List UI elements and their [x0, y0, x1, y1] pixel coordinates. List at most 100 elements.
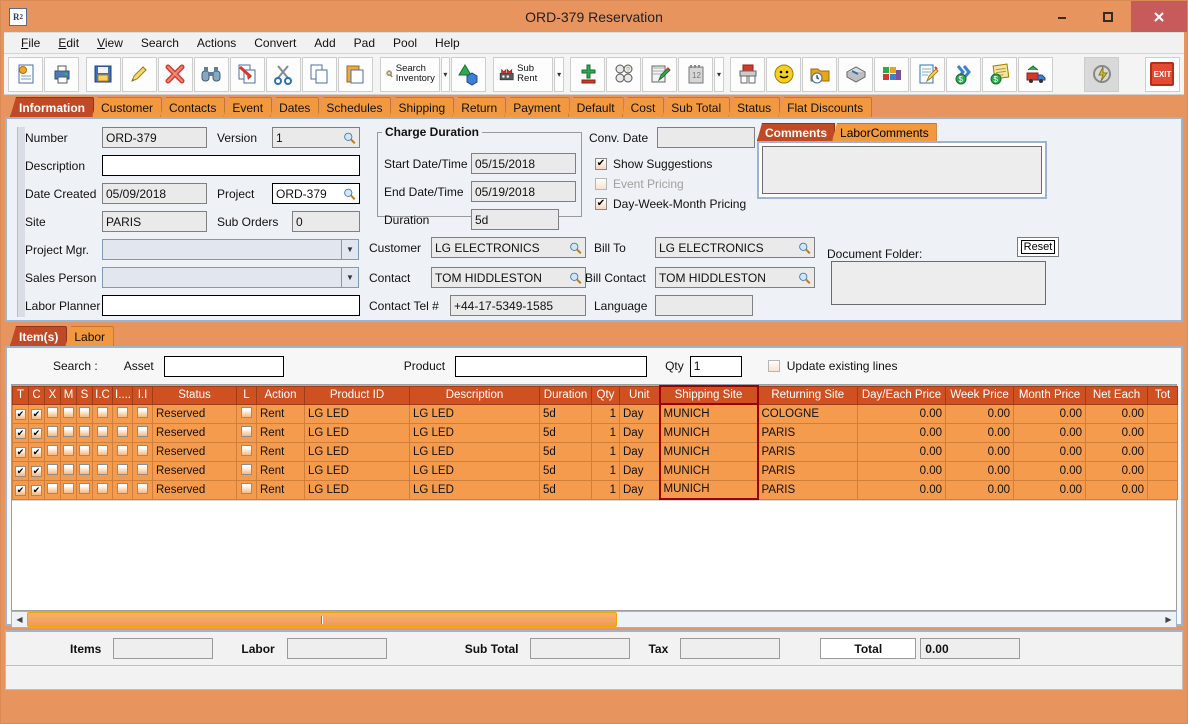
row-checkbox[interactable] [79, 444, 90, 456]
cell-status[interactable]: Reserved [152, 479, 237, 500]
report-edit-button[interactable] [910, 56, 946, 92]
cell-duration[interactable]: 5d [539, 441, 592, 462]
comments-textarea[interactable] [762, 146, 1042, 194]
cell-qty[interactable]: 1 [591, 422, 620, 443]
menu-pad[interactable]: Pad [353, 36, 376, 50]
row-checkbox[interactable] [241, 444, 252, 456]
row-checkbox[interactable] [97, 444, 108, 456]
new-document-button[interactable] [8, 56, 43, 92]
cut-scissors-button[interactable] [265, 56, 301, 92]
tab-schedules[interactable]: Schedules [317, 97, 392, 117]
truck-button[interactable] [1018, 56, 1054, 92]
cell-checkbox-s[interactable] [76, 479, 93, 500]
print-layout-button[interactable] [730, 56, 766, 92]
save-button[interactable] [85, 56, 121, 92]
menu-view[interactable]: View [97, 36, 123, 50]
cell-qty[interactable]: 1 [591, 441, 620, 462]
menu-edit[interactable]: Edit [58, 36, 80, 50]
row-checkbox[interactable]: ✔ [31, 427, 42, 439]
cell-checkbox-l[interactable] [236, 479, 257, 500]
row-checkbox[interactable]: ✔ [15, 408, 26, 420]
cell-checkbox-t[interactable]: ✔ [12, 479, 29, 500]
tab-flat-discounts[interactable]: Flat Discounts [778, 97, 873, 117]
cell-qty[interactable]: 1 [591, 460, 620, 481]
cell-checkbox-ii[interactable] [132, 460, 153, 481]
row-checkbox[interactable] [241, 406, 252, 418]
row-checkbox[interactable] [241, 463, 252, 475]
table-row[interactable]: ✔ ✔ Reserved Rent LG LED LG LED 5d 1 Day MUNICH PA… [12, 422, 1178, 443]
cell-checkbox-l[interactable] [236, 460, 257, 481]
tab-default[interactable]: Default [567, 97, 624, 117]
tab-return[interactable]: Return [452, 97, 507, 117]
col-s[interactable]: S [76, 385, 93, 405]
cell-week-price[interactable]: 0.00 [945, 441, 1014, 462]
table-row[interactable]: ✔ ✔ Reserved Rent LG LED LG LED 5d 1 Day MUNICH PA… [12, 441, 1178, 462]
cell-checkbox-x[interactable] [44, 441, 61, 462]
cell-checkbox-i4[interactable] [112, 441, 133, 462]
shapes-button[interactable] [451, 56, 486, 92]
search-icon[interactable] [569, 241, 582, 254]
cell-checkbox-t[interactable]: ✔ [12, 403, 29, 424]
customer-field[interactable]: LG ELECTRONICS [431, 237, 586, 258]
cell-checkbox-t[interactable]: ✔ [12, 422, 29, 443]
row-checkbox[interactable] [63, 482, 74, 494]
bill-to-field[interactable]: LG ELECTRONICS [655, 237, 815, 258]
copy-button[interactable] [301, 56, 337, 92]
cell-checkbox-l[interactable] [236, 441, 257, 462]
cell-returning-site[interactable]: COLOGNE [757, 403, 858, 424]
cell-checkbox-s[interactable] [76, 422, 93, 443]
cell-returning-site[interactable]: PARIS [757, 460, 858, 481]
cell-day-each-price[interactable]: 0.00 [857, 441, 946, 462]
cell-checkbox-x[interactable] [44, 479, 61, 500]
cell-shipping-site[interactable]: MUNICH [658, 441, 759, 462]
cell-tot[interactable] [1147, 403, 1178, 424]
cell-week-price[interactable]: 0.00 [945, 403, 1014, 424]
col-month-price[interactable]: Month Price [1013, 385, 1086, 405]
cell-returning-site[interactable]: PARIS [757, 441, 858, 462]
cell-tot[interactable] [1147, 441, 1178, 462]
row-checkbox[interactable] [137, 425, 148, 437]
binoculars-button[interactable] [193, 56, 229, 92]
row-checkbox[interactable] [117, 482, 128, 494]
sub-rent-button[interactable]: Sub Rent [492, 56, 554, 92]
search-icon[interactable] [343, 131, 356, 144]
col-product-id[interactable]: Product ID [304, 385, 410, 405]
col-status[interactable]: Status [152, 385, 237, 405]
row-checkbox[interactable] [97, 482, 108, 494]
tab-information[interactable]: Information [10, 97, 94, 117]
row-checkbox[interactable] [63, 425, 74, 437]
row-checkbox[interactable] [137, 444, 148, 456]
cell-checkbox-ic[interactable] [92, 479, 113, 500]
cell-checkbox-c[interactable]: ✔ [28, 403, 45, 424]
tab-event[interactable]: Event [223, 97, 273, 117]
row-checkbox[interactable]: ✔ [31, 408, 42, 420]
search-inventory-dropdown-icon[interactable]: ▾ [440, 56, 450, 92]
table-row[interactable]: ✔ ✔ Reserved Rent LG LED LG LED 5d 1 Day MUNICH PA… [12, 460, 1178, 481]
cell-month-price[interactable]: 0.00 [1013, 460, 1086, 481]
notepad-edit-button[interactable] [642, 56, 678, 92]
row-checkbox[interactable] [117, 444, 128, 456]
cell-checkbox-i4[interactable] [112, 479, 133, 500]
number-field[interactable]: ORD-379 [102, 127, 207, 148]
menu-search[interactable]: Search [140, 36, 179, 50]
row-checkbox[interactable] [47, 425, 58, 437]
cell-checkbox-ic[interactable] [92, 403, 113, 424]
contact-field[interactable]: TOM HIDDLESTON [431, 267, 586, 288]
maximize-button[interactable] [1085, 1, 1131, 32]
cell-month-price[interactable]: 0.00 [1013, 441, 1086, 462]
col-day-each-price[interactable]: Day/Each Price [857, 385, 946, 405]
dwm-pricing-checkbox[interactable]: ✔ [595, 198, 607, 210]
cell-checkbox-s[interactable] [76, 403, 93, 424]
bill-contact-field[interactable]: TOM HIDDLESTON [655, 267, 815, 288]
cell-unit[interactable]: Day [619, 422, 660, 443]
tab-labor[interactable]: Labor [65, 326, 115, 346]
reset-button[interactable]: Reset [1017, 237, 1059, 257]
delete-button[interactable] [157, 56, 193, 92]
row-checkbox[interactable] [79, 425, 90, 437]
cell-checkbox-m[interactable] [60, 441, 77, 462]
exit-button[interactable]: EXIT [1144, 56, 1180, 92]
cell-checkbox-c[interactable]: ✔ [28, 460, 45, 481]
subtab-comments[interactable]: Comments [757, 123, 836, 141]
col-ii[interactable]: I.I [132, 385, 153, 405]
invoice-button[interactable]: $ [982, 56, 1018, 92]
